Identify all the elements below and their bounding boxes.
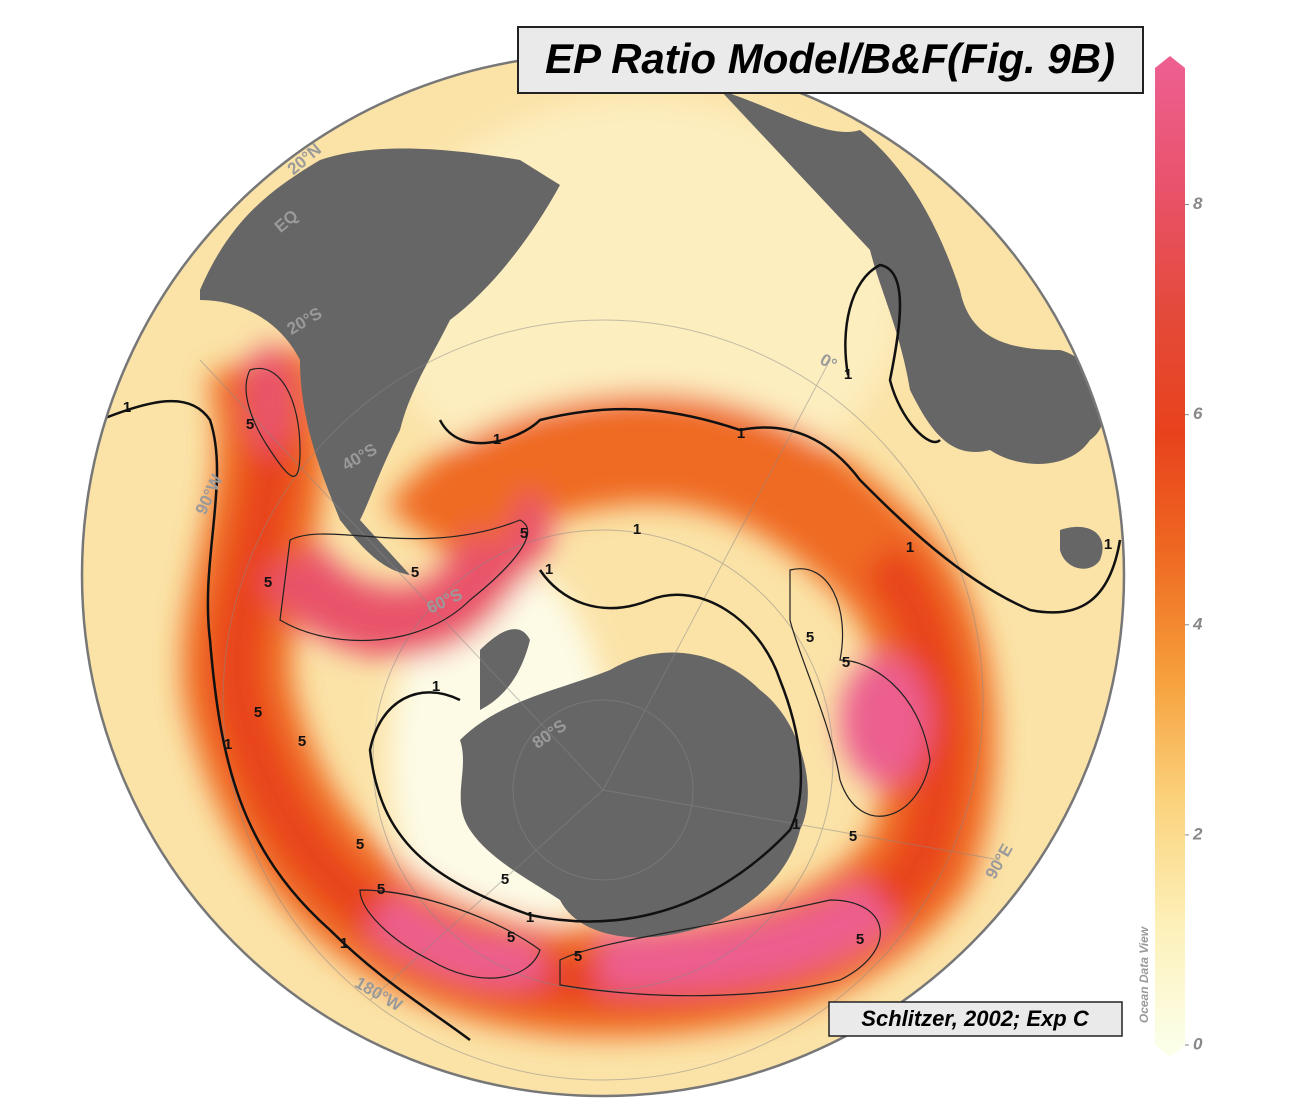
contour-label: 5 <box>842 654 850 671</box>
ep-field <box>181 100 996 1037</box>
land-south-america <box>200 148 560 575</box>
contour-label: 5 <box>377 881 385 898</box>
contour-label: 5 <box>806 629 814 646</box>
contour-label: 5 <box>411 564 419 581</box>
contour-label: 5 <box>246 416 254 433</box>
credit: Schlitzer, 2002; Exp C <box>861 1006 1090 1031</box>
contour-label: 5 <box>254 704 262 721</box>
contour-label: 5 <box>356 836 364 853</box>
colorbar-extend-bottom <box>1155 1045 1185 1057</box>
land-madagascar <box>1060 526 1103 569</box>
colorbar-tick-label: 2 <box>1192 824 1203 843</box>
colorbar: 0 2 4 6 8 <box>1155 56 1203 1057</box>
title-box: EP Ratio Model/B&F(Fig. 9B) <box>517 26 1144 94</box>
title: EP Ratio Model/B&F(Fig. 9B) <box>545 35 1115 82</box>
credit-box: Schlitzer, 2002; Exp C <box>828 1001 1123 1037</box>
contour-label: 1 <box>526 909 534 926</box>
contour-label: 1 <box>224 736 232 753</box>
contour-label: 5 <box>856 931 864 948</box>
contour-label: 5 <box>264 574 272 591</box>
contour-label: 5 <box>520 525 528 542</box>
colorbar-ramp <box>1155 68 1185 1045</box>
contour-label: 1 <box>493 431 501 448</box>
land-antarctic-peninsula <box>480 629 530 710</box>
colorbar-tick-label: 0 <box>1193 1034 1203 1053</box>
contour-label: 5 <box>501 871 509 888</box>
colorbar-tick-label: 6 <box>1193 404 1203 423</box>
contour-label: 1 <box>906 539 914 556</box>
contour-label: 1 <box>123 399 131 416</box>
land-africa <box>720 90 1105 464</box>
watermark: Ocean Data View <box>1137 926 1151 1023</box>
contour-label: 1 <box>1104 536 1112 553</box>
contour-lines <box>99 263 1122 1042</box>
credit-background <box>828 1001 1123 1037</box>
colorbar-tick-label: 4 <box>1192 614 1203 633</box>
colorbar-tick-label: 8 <box>1193 194 1203 213</box>
contour-label: 5 <box>507 929 515 946</box>
contour-label: 5 <box>298 733 306 750</box>
contour-label: 1 <box>737 425 745 442</box>
contour-label: 1 <box>545 561 553 578</box>
contour-label: 1 <box>792 816 800 833</box>
contour-label: 1 <box>844 366 852 383</box>
land <box>200 90 1105 938</box>
title-background <box>517 26 1144 94</box>
contour-label: 5 <box>849 828 857 845</box>
contour-lines-5 <box>245 367 931 997</box>
contour-label: 5 <box>574 948 582 965</box>
colorbar-extend-top <box>1155 56 1185 68</box>
globe <box>82 54 1124 1096</box>
contour-label: 1 <box>633 521 641 538</box>
graticule <box>199 319 1001 1081</box>
contour-label: 1 <box>340 935 348 952</box>
contour-label: 1 <box>432 678 440 695</box>
